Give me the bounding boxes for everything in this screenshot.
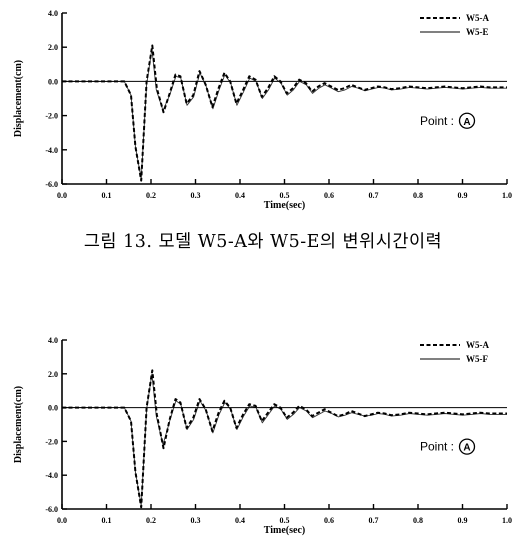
x-tick-label: 1.0 [502, 191, 512, 200]
x-tick-label: 0.7 [369, 191, 379, 200]
legend-label-w5-e: W5-E [466, 27, 489, 37]
series-line-w5-a [62, 369, 507, 509]
y-tick-label: 4.0 [48, 9, 58, 18]
y-tick-label: 4.0 [48, 336, 58, 345]
x-tick-label: 0.0 [57, 516, 67, 525]
point-annotation-label: Point : [420, 440, 454, 454]
x-tick-label: 0.6 [324, 516, 334, 525]
series-line-w5-a [62, 44, 507, 182]
series-line-w5-e [62, 48, 507, 180]
y-axis-title: Displacement(cm) [13, 386, 24, 463]
x-tick-label: 0.6 [324, 191, 334, 200]
y-tick-label: -4.0 [45, 146, 58, 155]
x-tick-label: 0.8 [413, 191, 423, 200]
y-tick-label: 0.0 [48, 404, 58, 413]
y-tick-label: 2.0 [48, 370, 58, 379]
legend-label-w5-f: W5-F [466, 354, 488, 364]
chart-w5-a-vs-w5-e: 4.0 2.0 0.0 -2.0 -4.0 -6.0 0.0 0.1 0.2 0.3 0.4 0.5 0… [13, 9, 512, 211]
point-annotation-symbol: A [463, 117, 470, 128]
x-tick-label: 0.1 [102, 516, 112, 525]
x-tick-label: 0.4 [235, 516, 245, 525]
x-axis-title: Time(sec) [264, 200, 305, 211]
x-tick-label: 0.3 [191, 516, 201, 525]
y-tick-label: 2.0 [48, 43, 58, 52]
point-annotation-symbol: A [463, 443, 470, 454]
x-tick-label: 1.0 [502, 516, 512, 525]
series-line-w5-f [62, 373, 507, 507]
y-tick-label: -2.0 [45, 437, 58, 446]
x-tick-label: 0.8 [413, 516, 423, 525]
y-tick-label: 0.0 [48, 77, 58, 86]
y-tick-label: -2.0 [45, 112, 58, 121]
x-tick-label: 0.9 [458, 516, 468, 525]
x-tick-label: 0.3 [191, 191, 201, 200]
x-tick-label: 0.0 [57, 191, 67, 200]
y-tick-label: -4.0 [45, 471, 58, 480]
x-tick-label: 0.9 [458, 191, 468, 200]
x-tick-label: 0.4 [235, 191, 245, 200]
y-tick-label: -6.0 [45, 505, 58, 514]
x-axis-title: Time(sec) [264, 525, 305, 536]
figure-caption: 그림 13. 모델 W5-A와 W5-E의 변위시간이력 [83, 232, 443, 252]
x-tick-label: 0.2 [146, 191, 156, 200]
x-tick-label: 0.5 [280, 516, 290, 525]
legend-label-w5-a: W5-A [466, 13, 489, 23]
point-annotation-circle [458, 438, 476, 455]
x-tick-label: 0.1 [102, 191, 112, 200]
x-tick-label: 0.7 [369, 516, 379, 525]
x-tick-label: 0.2 [146, 516, 156, 525]
x-tick-label: 0.5 [280, 191, 290, 200]
y-axis-title: Displacement(cm) [13, 60, 24, 137]
legend-label-w5-a: W5-A [466, 340, 489, 350]
point-annotation-label: Point : [420, 114, 454, 128]
chart-w5-a-vs-w5-f: 4.0 2.0 0.0 -2.0 -4.0 -6.0 0.0 0.1 0.2 0.3 0.4 0.5 0… [13, 336, 512, 536]
point-annotation-circle [458, 112, 476, 129]
y-tick-label: -6.0 [45, 180, 58, 189]
